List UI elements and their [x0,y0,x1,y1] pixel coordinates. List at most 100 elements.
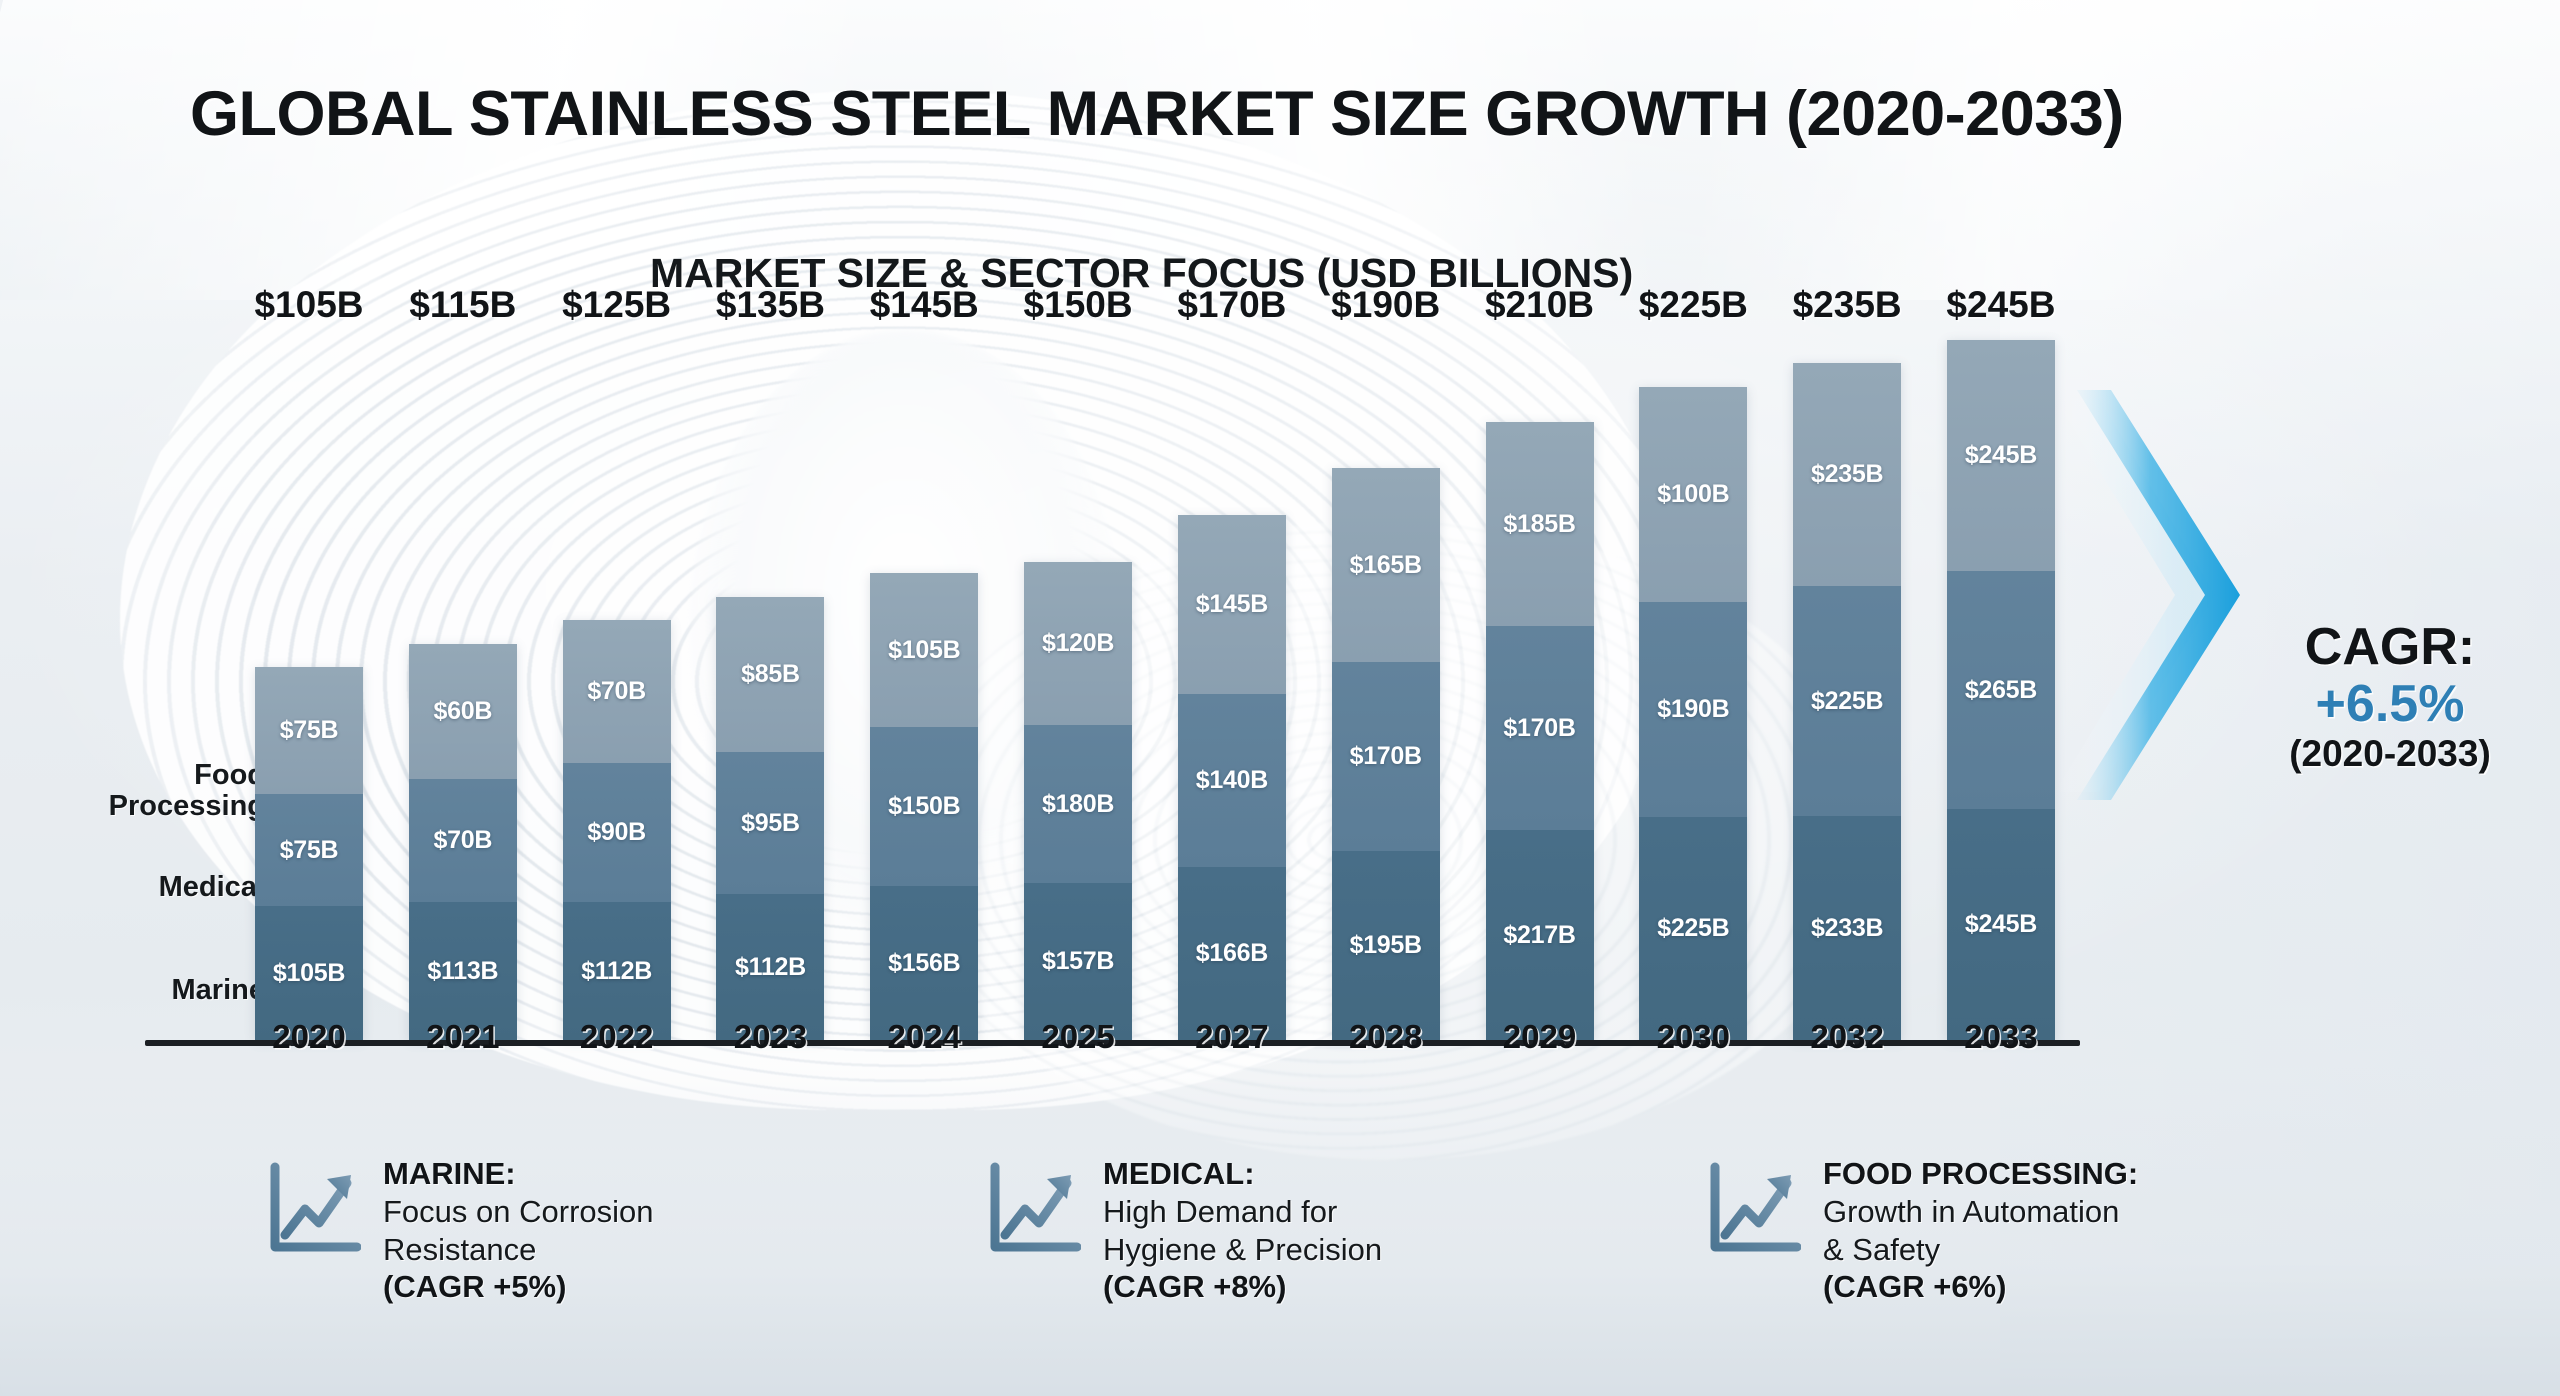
bar-group[interactable]: $170B $145B $140B $166B [1177,284,1286,1040]
bar-segment-medical[interactable]: $150B [870,727,979,886]
bar-segment-food-processing[interactable]: $120B [1024,562,1133,725]
chevron-right-arrow-icon [2055,390,2240,800]
chart-plot-area: $105B $75B $75B $105B $115B $60B $70B $113B $125… [254,284,2055,1040]
bar-segment-food-processing[interactable]: $85B [716,597,825,752]
bar-segment-food-processing[interactable]: $145B [1177,515,1286,694]
bar-segment-medical[interactable]: $225B [1793,586,1902,816]
bar-segment-marine[interactable]: $195B [1331,851,1440,1040]
x-axis-label-2029: 2029 [1502,1018,1577,1055]
bar-group[interactable]: $115B $60B $70B $113B [408,284,517,1040]
cagr-callout: CAGR: +6.5% (2020-2033) [2230,620,2550,775]
bar-segment-food-processing[interactable]: $185B [1485,422,1594,626]
stacked-bar[interactable]: $235B $225B $233B [1793,363,1902,1040]
stacked-bar[interactable]: $105B $150B $156B [870,573,979,1040]
legend-description: High Demand for Hygiene & Precision [1103,1193,1383,1267]
page-title: GLOBAL STAINLESS STEEL MARKET SIZE GROWT… [190,79,2124,149]
bar-segment-marine[interactable]: $233B [1793,816,1902,1040]
bar-group[interactable]: $145B $105B $150B $156B [870,284,979,1040]
bar-segment-food-processing[interactable]: $100B [1639,387,1748,602]
legend-item[interactable]: MEDICAL: High Demand for Hygiene & Precis… [985,1155,1605,1306]
bar-group[interactable]: $135B $85B $95B $112B [716,284,825,1040]
category-label-medical: Medical [158,871,265,903]
bar-group[interactable]: $210B $185B $170B $217B [1485,284,1594,1040]
legend-item[interactable]: MARINE: Focus on Corrosion Resistance (CAG… [265,1155,885,1306]
legend-cagr: (CAGR +5%) [383,1269,567,1305]
bar-segment-food-processing[interactable]: $165B [1331,468,1440,662]
bar-segment-medical[interactable]: $190B [1639,602,1748,817]
bar-group[interactable]: $245B $245B $265B $245B [1946,284,2055,1040]
bar-segment-medical[interactable]: $70B [408,779,517,902]
bar-segment-marine[interactable]: $113B [408,902,517,1040]
stacked-bar[interactable]: $60B $70B $113B [408,644,517,1040]
stacked-bar[interactable]: $145B $140B $166B [1177,515,1286,1040]
bar-segment-food-processing[interactable]: $60B [408,644,517,779]
bar-segment-marine[interactable]: $217B [1485,830,1594,1040]
bar-segment-food-processing[interactable]: $105B [870,573,979,727]
bar-segment-marine[interactable]: $112B [562,902,671,1040]
bar-total-label: $125B [562,284,672,325]
legend-cagr: (CAGR +8%) [1103,1269,1287,1305]
legend-title: MARINE: [383,1156,516,1191]
stacked-bar[interactable]: $120B $180B $157B [1024,562,1133,1040]
bar-total-label: $190B [1331,284,1441,325]
bar-segment-medical[interactable]: $75B [255,794,363,906]
bar-segment-food-processing[interactable]: $235B [1793,363,1902,586]
bar-segment-medical[interactable]: $170B [1485,626,1594,830]
bar-segment-medical[interactable]: $140B [1177,694,1286,867]
bar-group[interactable]: $235B $235B $225B $233B [1793,284,1902,1040]
x-axis-label-2027: 2027 [1195,1018,1269,1055]
bar-segment-marine[interactable]: $112B [716,894,825,1040]
bar-segment-medical[interactable]: $170B [1331,662,1440,851]
bar-segment-marine[interactable]: $166B [1177,867,1286,1040]
stacked-bar[interactable]: $100B $190B $225B [1639,387,1748,1040]
cagr-value: +6.5% [2315,674,2465,733]
bar-segment-marine[interactable]: $105B [255,906,363,1040]
stacked-bar[interactable]: $75B $75B $105B [255,667,363,1040]
bar-segment-marine[interactable]: $157B [1024,883,1133,1040]
stacked-bar[interactable]: $185B $170B $217B [1485,422,1594,1040]
x-axis-label-2030: 2030 [1656,1018,1731,1055]
bar-total-label: $235B [1792,284,1902,325]
x-axis-label-2024: 2024 [887,1018,961,1055]
x-axis-line [145,1040,2080,1046]
legend-item[interactable]: FOOD PROCESSING: Growth in Automation & S… [1705,1155,2325,1306]
bar-segment-food-processing[interactable]: $70B [562,620,671,763]
bar-segment-marine[interactable]: $245B [1946,809,2055,1040]
bar-total-label: $145B [869,284,979,325]
bar-total-label: $225B [1638,284,1748,325]
bar-total-label: $135B [715,284,825,325]
category-label-marine: Marine [171,974,265,1006]
legend-description: Growth in Automation & Safety [1823,1193,2120,1267]
x-axis-label-2033: 2033 [1964,1018,2038,1055]
cagr-range: (2020-2033) [2289,732,2491,774]
stacked-bar[interactable]: $70B $90B $112B [562,620,671,1040]
legend-text: MEDICAL: High Demand for Hygiene & Precis… [1103,1155,1382,1306]
bar-segment-medical[interactable]: $265B [1946,571,2055,809]
sector-legend: MARINE: Focus on Corrosion Resistance (CAG… [265,1155,2325,1306]
legend-description: Focus on Corrosion Resistance [383,1193,654,1267]
bar-total-label: $245B [1946,284,2056,325]
bar-segment-medical[interactable]: $95B [716,752,825,894]
stacked-bar[interactable]: $245B $265B $245B [1946,340,2055,1040]
x-axis-label-2022: 2022 [579,1018,654,1055]
bar-group[interactable]: $125B $70B $90B $112B [562,284,671,1040]
legend-title: MEDICAL: [1103,1156,1255,1191]
bar-group[interactable]: $150B $120B $180B $157B [1024,284,1133,1040]
stacked-bar[interactable]: $165B $170B $195B [1331,468,1440,1040]
bar-segment-medical[interactable]: $90B [562,763,671,902]
x-axis-label-2032: 2032 [1810,1018,1884,1055]
bar-total-label: $150B [1023,284,1133,325]
bar-group[interactable]: $190B $165B $170B $195B [1331,284,1440,1040]
stacked-bar-chart: $105B $75B $75B $105B $115B $60B $70B $113B $125… [145,284,2080,1055]
stacked-bar[interactable]: $85B $95B $112B [716,597,825,1040]
trending-up-chart-icon [1705,1161,1802,1262]
bar-segment-medical[interactable]: $180B [1024,725,1133,883]
bar-segment-marine[interactable]: $156B [870,886,979,1040]
bar-segment-food-processing[interactable]: $75B [255,667,363,794]
page-subtitle: MARKET SIZE & SECTOR FOCUS (USD BILLIONS… [650,250,1634,296]
bar-group[interactable]: $105B $75B $75B $105B [254,284,364,1040]
bar-segment-marine[interactable]: $225B [1639,817,1748,1040]
bar-segment-food-processing[interactable]: $245B [1946,340,2055,571]
bar-total-label: $115B [409,284,517,325]
bar-group[interactable]: $225B $100B $190B $225B [1639,284,1748,1040]
